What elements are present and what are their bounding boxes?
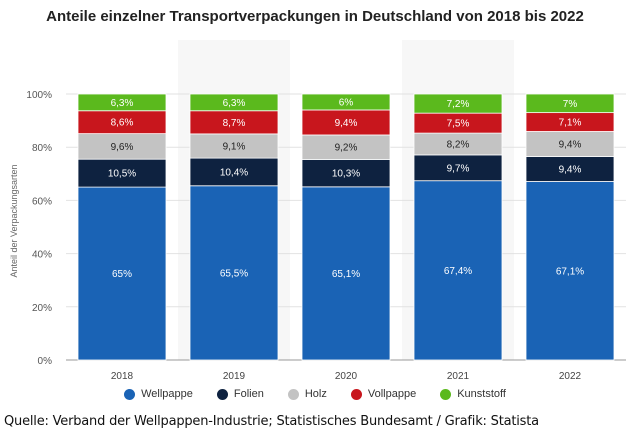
y-tick-label: 60% [32,196,52,207]
y-tick-label: 80% [32,143,52,154]
data-label: 65,1% [332,269,360,280]
legend-item[interactable]: Holz [287,388,327,400]
bar-segment [77,186,167,361]
data-label: 9,2% [335,143,358,154]
legend-item[interactable]: Kunststoff [440,388,506,400]
y-tick-label: 40% [32,250,52,261]
data-label: 7,2% [447,99,470,110]
bar-segment [189,93,279,112]
legend-item[interactable]: Vollpappe [350,388,417,400]
data-label: 9,1% [223,142,246,153]
y-tick-label: 0% [38,356,53,367]
data-label: 9,6% [111,142,134,153]
legend-item[interactable]: Folien [216,388,264,400]
bar-segment [189,185,279,361]
bar-segment [525,156,615,182]
legend-swatch [440,388,452,400]
legend-swatch [216,388,228,400]
data-label: 8,7% [223,118,246,129]
y-tick-label: 100% [26,90,52,101]
legend-label: Vollpappe [367,388,417,400]
bar-segment [301,186,391,361]
data-label: 67,1% [556,266,584,277]
bar-segment [301,93,391,111]
data-label: 9,4% [559,165,582,176]
bar-segment [413,180,503,361]
legend-label: Wellpappe [141,388,193,400]
data-label: 8,2% [447,140,470,151]
chart-title: Anteile einzelner Transportverpackungen … [46,8,584,25]
y-axis-label: Anteil der Verpackungsarten [9,164,19,277]
bar-segment [413,93,503,114]
x-tick-label: 2019 [223,371,246,382]
bar-segment [301,109,391,136]
legend-label: Kunststoff [457,388,506,400]
legend-label: Holz [304,388,327,400]
legend-swatch [350,388,362,400]
bar-segment [525,93,615,114]
data-label: 65,5% [220,268,248,279]
legend-swatch [287,388,299,400]
data-label: 6% [339,97,354,108]
bar-segment [525,181,615,361]
x-tick-label: 2021 [447,371,470,382]
bar-segment [189,133,279,159]
data-label: 9,4% [335,118,358,129]
data-label: 6,3% [111,98,134,109]
data-label: 9,4% [559,140,582,151]
data-label: 10,3% [332,169,360,180]
x-tick-label: 2020 [335,371,358,382]
bar-segment [77,93,167,112]
legend-label: Folien [233,388,264,400]
legend: Wellpappe Folien Holz Vollpappe Kunststoff [0,388,630,400]
bar-segment [189,157,279,187]
y-tick-label: 20% [32,303,52,314]
data-label: 10,4% [220,167,248,178]
x-tick-label: 2022 [559,371,582,382]
data-label: 10,5% [108,169,136,180]
data-label: 7,1% [559,118,582,129]
data-label: 67,4% [444,266,472,277]
legend-item[interactable]: Wellpappe [124,388,193,400]
data-label: 9,7% [447,163,470,174]
bar-segment [413,154,503,182]
bar-segment [301,159,391,188]
source-note: Quelle: Verband der Wellpappen-Industrie… [4,414,539,429]
data-label: 7,5% [447,119,470,130]
data-label: 8,6% [111,118,134,129]
data-label: 65% [112,269,132,280]
legend-swatch [124,388,136,400]
data-label: 6,3% [223,98,246,109]
data-label: 7% [563,99,578,110]
bar-segment [301,134,391,160]
x-tick-label: 2018 [111,371,134,382]
